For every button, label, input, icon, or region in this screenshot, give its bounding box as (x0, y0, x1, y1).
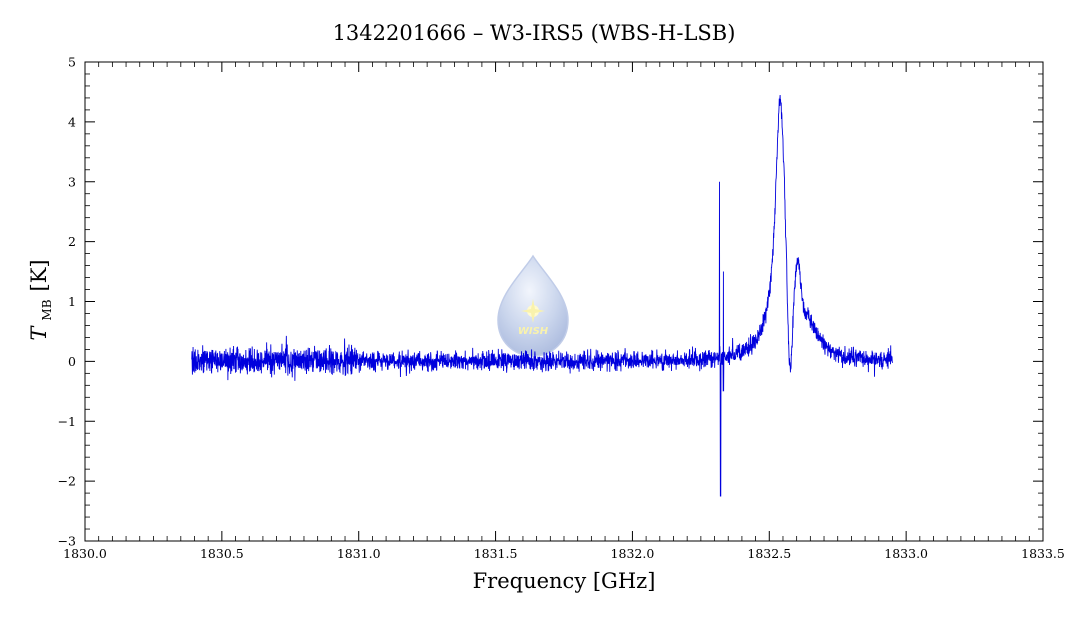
y-tick-label: 1 (68, 294, 76, 309)
star-icon (521, 299, 545, 323)
x-tick-label: 1833.5 (1021, 546, 1065, 561)
axes: 1830.0 1830.5 1831.0 1831.5 1832.0 1832.5 1833… (58, 55, 1065, 562)
y-tick-label: −1 (58, 414, 76, 429)
y-tick-label: 0 (68, 354, 76, 369)
spectrum-series-line (191, 94, 893, 497)
x-tick-label: 1831.5 (474, 546, 518, 561)
y-axis-label-subscript: MB (40, 299, 54, 320)
wish-logo-watermark: WISH (497, 254, 569, 357)
y-tick-label: −3 (58, 534, 76, 549)
x-tick-label: 1830.0 (63, 546, 107, 561)
y-axis-label-symbol: T (27, 325, 51, 341)
x-axis-label: Frequency [GHz] (473, 569, 656, 593)
y-tick-label: 5 (68, 55, 76, 70)
x-tick-label: 1831.0 (337, 546, 381, 561)
y-axis-label: T MB [K] (27, 259, 55, 340)
y-tick-label: 3 (68, 174, 76, 189)
svg-text:T MB [K]: T MB [K] (27, 259, 55, 340)
y-tick-label: −2 (58, 474, 76, 489)
y-axis-label-unit: [K] (27, 259, 51, 291)
x-tick-label: 1833.0 (884, 546, 928, 561)
x-tick-label: 1832.0 (611, 546, 655, 561)
watermark-text: WISH (518, 326, 549, 337)
y-tick-label: 4 (68, 114, 76, 129)
chart-title: 1342201666 – W3-IRS5 (WBS-H-LSB) (333, 21, 736, 45)
y-tick-label: 2 (68, 234, 76, 249)
x-tick-label: 1830.5 (200, 546, 244, 561)
x-tick-label: 1832.5 (747, 546, 791, 561)
plot-area (191, 94, 893, 497)
